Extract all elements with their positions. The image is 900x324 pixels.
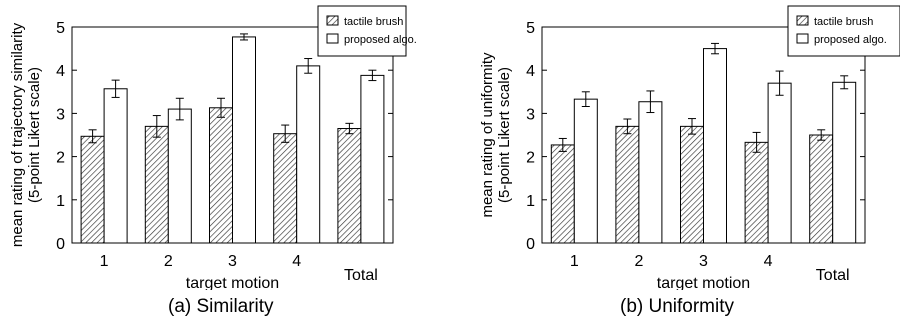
legend-swatch bbox=[326, 15, 339, 26]
proposed-algo-bar bbox=[360, 74, 385, 244]
tactile-brush-bar bbox=[615, 125, 640, 244]
proposed-algo-bar bbox=[703, 48, 727, 244]
proposed-algo-bar bbox=[573, 98, 598, 244]
proposed-algo-bar bbox=[232, 36, 256, 244]
proposed-algo-bar bbox=[167, 108, 192, 244]
y-tick-label: 3 bbox=[56, 106, 65, 123]
proposed-algo-bar bbox=[103, 88, 128, 244]
legend-label: tactile brush bbox=[814, 16, 873, 28]
tactile-brush-bar bbox=[337, 128, 362, 244]
y-tick-label: 5 bbox=[56, 20, 65, 37]
x-axis-label: target motion bbox=[657, 275, 750, 290]
y-tick-label: 2 bbox=[56, 150, 65, 167]
proposed-algo-bar bbox=[767, 82, 792, 244]
tactile-brush-bar bbox=[273, 133, 298, 244]
y-axis-label: mean rating of trajectory similarity bbox=[9, 22, 26, 247]
x-tick-label: 2 bbox=[164, 253, 173, 270]
tactile-brush-bar bbox=[209, 107, 233, 244]
x-tick-label: 4 bbox=[764, 253, 773, 270]
y-tick-label: 2 bbox=[526, 150, 535, 167]
tactile-brush-bar bbox=[680, 125, 704, 244]
y-axis-label: (5-point Likert scale) bbox=[496, 67, 513, 203]
y-tick-label: 5 bbox=[526, 20, 535, 37]
y-tick-label: 3 bbox=[526, 106, 535, 123]
y-tick-label: 0 bbox=[526, 236, 535, 253]
legend-swatch bbox=[326, 33, 339, 44]
y-tick-label: 1 bbox=[526, 193, 535, 210]
legend-swatch bbox=[796, 33, 809, 44]
tactile-brush-bar bbox=[550, 144, 575, 244]
x-tick-label: Total bbox=[816, 267, 850, 284]
legend: tactile brush proposed algo. bbox=[317, 5, 417, 57]
proposed-algo-bar bbox=[296, 65, 321, 244]
y-axis-label: (5-point Likert scale) bbox=[26, 67, 43, 203]
y-tick-label: 4 bbox=[526, 63, 535, 80]
y-tick-label: 0 bbox=[56, 236, 65, 253]
x-tick-label: 3 bbox=[228, 253, 237, 270]
x-axis-label: target motion bbox=[186, 275, 279, 290]
chart-caption: (a) Similarity bbox=[168, 296, 274, 317]
y-axis-label: mean rating of uniformity bbox=[479, 52, 496, 218]
x-tick-label: 4 bbox=[292, 253, 301, 270]
proposed-algo-bar bbox=[638, 101, 663, 244]
legend-label: proposed algo. bbox=[344, 34, 417, 46]
legend-label: proposed algo. bbox=[814, 34, 887, 46]
legend-box bbox=[317, 5, 407, 57]
legend-box bbox=[787, 5, 900, 57]
x-tick-label: 2 bbox=[634, 253, 643, 270]
x-tick-label: 3 bbox=[699, 253, 708, 270]
legend-swatch bbox=[796, 15, 809, 26]
tactile-brush-bar bbox=[809, 134, 834, 244]
tactile-brush-bar bbox=[80, 135, 105, 244]
tactile-brush-bar bbox=[144, 125, 169, 244]
similarity-chart: 0 1 2 3 4 5 1 2 3 4 Total target motion mean rating … bbox=[9, 5, 417, 290]
x-tick-label: Total bbox=[344, 267, 378, 284]
tactile-brush-bar bbox=[744, 141, 769, 244]
x-tick-label: 1 bbox=[570, 253, 579, 270]
chart-caption: (b) Uniformity bbox=[620, 296, 735, 317]
uniformity-chart: 0 1 2 3 4 5 1 2 3 4 Total target motion mean rating … bbox=[479, 5, 900, 290]
chart-panel-uniformity: 0 1 2 3 4 5 1 2 3 4 Total target motion mean rating … bbox=[450, 0, 900, 324]
x-tick-label: 1 bbox=[100, 253, 109, 270]
chart-panel-similarity: 0 1 2 3 4 5 1 2 3 4 Total target motion mean rating … bbox=[9, 5, 417, 317]
y-tick-label: 1 bbox=[56, 193, 65, 210]
legend-label: tactile brush bbox=[344, 16, 403, 28]
proposed-algo-bar bbox=[832, 81, 857, 244]
legend: tactile brush proposed algo. bbox=[787, 5, 900, 57]
y-tick-label: 4 bbox=[56, 63, 65, 80]
